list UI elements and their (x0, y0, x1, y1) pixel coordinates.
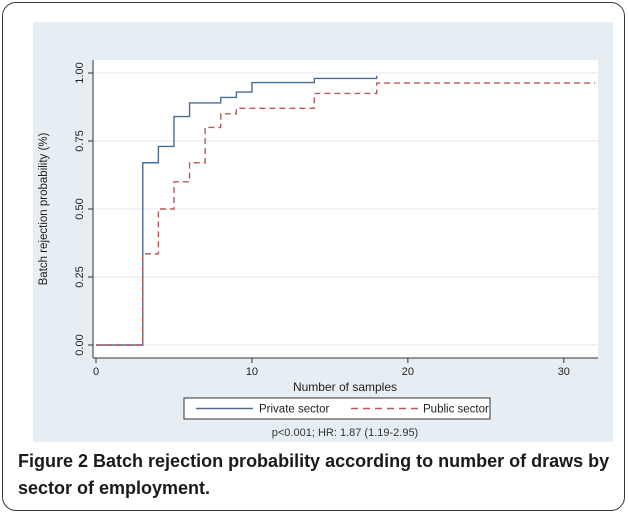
km-chart: 0.00 0.25 0.50 0.75 1.00 0 10 20 30 Number of sa… (38, 60, 598, 439)
stats-note: p<0.001; HR: 1.87 (1.19-2.95) (272, 427, 418, 439)
series-line-public (96, 82, 595, 346)
legend: Private sector Public sector (183, 397, 491, 420)
chart-panel: 0.00 0.25 0.50 0.75 1.00 0 10 20 30 Number of sa… (33, 22, 613, 442)
series-layer (96, 75, 595, 346)
grid-lines (93, 72, 598, 346)
y-tick-label: 0.00 (74, 334, 86, 355)
legend-box (183, 397, 491, 420)
y-tick-label: 0.50 (74, 198, 86, 219)
x-tick-label: 0 (93, 366, 99, 378)
y-tick-label: 1.00 (74, 62, 86, 83)
y-axis-label: Batch rejection probability (%) (38, 132, 50, 285)
figure-caption-text: Batch rejection probability according to… (18, 451, 610, 498)
x-axis-label: Number of samples (293, 380, 397, 394)
figure-number: Figure 2 (18, 451, 89, 471)
ticks: 0.00 0.25 0.50 0.75 1.00 0 10 20 30 (74, 62, 570, 378)
x-tick-label: 30 (558, 366, 570, 378)
legend-label-private: Private sector (259, 404, 329, 416)
y-tick-label: 0.75 (74, 130, 86, 151)
legend-label-public: Public sector (423, 404, 489, 416)
figure-caption: Figure 2 Batch rejection probability acc… (18, 448, 618, 502)
y-tick-label: 0.25 (74, 266, 86, 287)
series-line-private (96, 75, 378, 346)
x-tick-label: 20 (402, 366, 414, 378)
x-tick-label: 10 (246, 366, 258, 378)
